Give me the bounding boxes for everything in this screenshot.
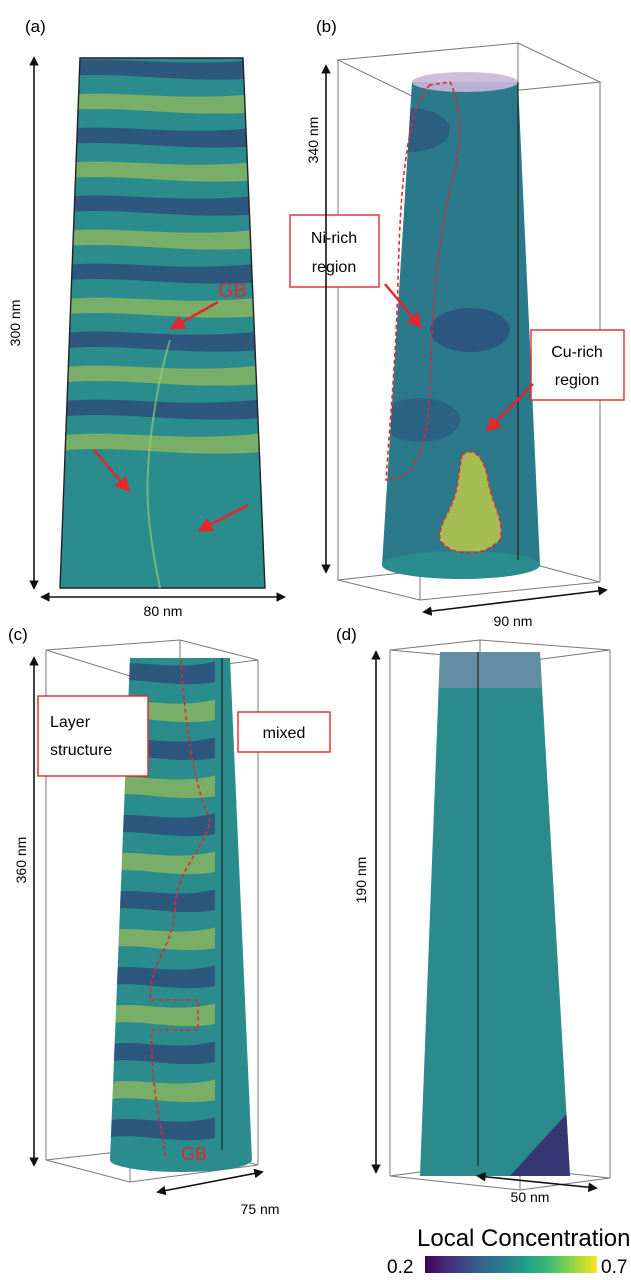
panel-a-grain-boundary [146, 339, 171, 589]
panel-a-gb-arrow-3 [197, 503, 249, 532]
panel-b-cu-rich-label-2: region [555, 372, 599, 389]
panel-b-ni-rich-label-1: Ni-rich [311, 230, 357, 247]
panel-a-band [60, 228, 265, 250]
panel-c-band [110, 775, 215, 799]
panel-b-width-label: 90 nm [494, 613, 533, 629]
panel-a-band [60, 194, 265, 216]
panel-a-height-label: 300 nm [7, 300, 23, 347]
panel-b-height-label: 340 nm [305, 117, 321, 164]
colorbar-gradient [425, 1256, 597, 1273]
panel-b-ni-rich-label-2: region [312, 259, 356, 276]
panel-d-height-label: 190 nm [353, 857, 369, 904]
panel-c-band [110, 1041, 215, 1065]
panel-c-height-label: 360 nm [13, 837, 29, 884]
panel-c-label: (c) [8, 625, 28, 644]
panel-c-width-arrow [156, 1168, 264, 1196]
panel-c-band [110, 813, 215, 837]
colorbar: Local Concentration 0.2 0.7 [387, 1225, 630, 1278]
panel-c-band [110, 965, 215, 989]
panel-a-outline [59, 57, 266, 589]
panel-a-label: (a) [25, 17, 46, 36]
panel-c-width-label: 75 nm [241, 1201, 280, 1217]
panel-b-ni-rich-outline [385, 81, 460, 481]
panel-c-band [110, 889, 215, 913]
panel-d-tomography [420, 652, 570, 1176]
panel-c-boundary-outline [149, 659, 211, 1159]
panel-a-band [60, 160, 265, 182]
panel-b-cu-rich-label-1: Cu-rich [551, 344, 603, 361]
panel-b-cu-rich-box [530, 329, 625, 401]
panel-c-layer-box [37, 695, 149, 777]
panel-d-width-arrow [476, 1172, 598, 1192]
panel-a-gb-label: GB [218, 280, 247, 302]
panel-b-ni-rich-arrow [384, 283, 422, 329]
panel-a-gb-arrow-2 [93, 449, 130, 493]
colorbar-min-label: 0.2 [387, 1257, 413, 1278]
panel-b-bottom-cap [382, 551, 540, 579]
panel-a-band [60, 364, 265, 386]
panel-c: (c) Layer structure mixed GB 360 nm 75 n… [8, 625, 331, 1217]
panel-c-band [110, 851, 215, 875]
panel-c-band [110, 1117, 215, 1141]
panel-a-band [60, 398, 265, 420]
panel-a: (a) 300 nm 80 nm GB [7, 17, 286, 619]
panel-c-mixed-box [237, 711, 331, 753]
panel-a-tomography [60, 58, 265, 588]
panel-b-cu-rich-outline [439, 451, 502, 554]
panel-a-band [60, 126, 265, 148]
panel-c-bottom-cap [110, 1148, 252, 1172]
panel-a-band [60, 432, 265, 454]
colorbar-title: Local Concentration [417, 1225, 630, 1252]
panel-a-gb-arrow-1 [169, 300, 219, 330]
panel-c-band [110, 1003, 215, 1027]
panel-c-layer-label-2: structure [50, 742, 112, 759]
panel-d: (d) 190 nm 50 nm [336, 625, 611, 1205]
panel-b-label: (b) [316, 17, 337, 36]
panel-d-width-label: 50 nm [511, 1189, 550, 1205]
panel-d-label: (d) [336, 625, 357, 644]
panel-b-texture [382, 398, 460, 442]
panel-b: (b) Ni-rich region Cu-rich region [289, 17, 625, 629]
panel-c-band [110, 927, 215, 951]
panel-a-band [60, 58, 265, 80]
panel-c-band [110, 1079, 215, 1103]
panel-b-top-cap [412, 72, 518, 92]
panel-b-cu-rich-fill [439, 451, 502, 554]
panel-a-band [60, 330, 265, 352]
panel-b-width-arrow [422, 586, 608, 616]
panel-a-bands [60, 58, 265, 454]
panel-b-ni-rich-box [289, 214, 380, 288]
panel-a-band [60, 296, 265, 318]
panel-c-layer-label-1: Layer [50, 714, 91, 731]
panel-c-band [110, 661, 215, 685]
panel-a-band [60, 262, 265, 284]
colorbar-max-label: 0.7 [601, 1257, 627, 1278]
panel-b-texture [430, 308, 510, 352]
panel-c-gb-label: GB [181, 1144, 207, 1164]
panel-a-width-label: 80 nm [144, 603, 183, 619]
panel-b-cu-rich-arrow [485, 383, 534, 433]
panel-c-mixed-label: mixed [263, 725, 306, 742]
panel-a-band [60, 92, 265, 114]
